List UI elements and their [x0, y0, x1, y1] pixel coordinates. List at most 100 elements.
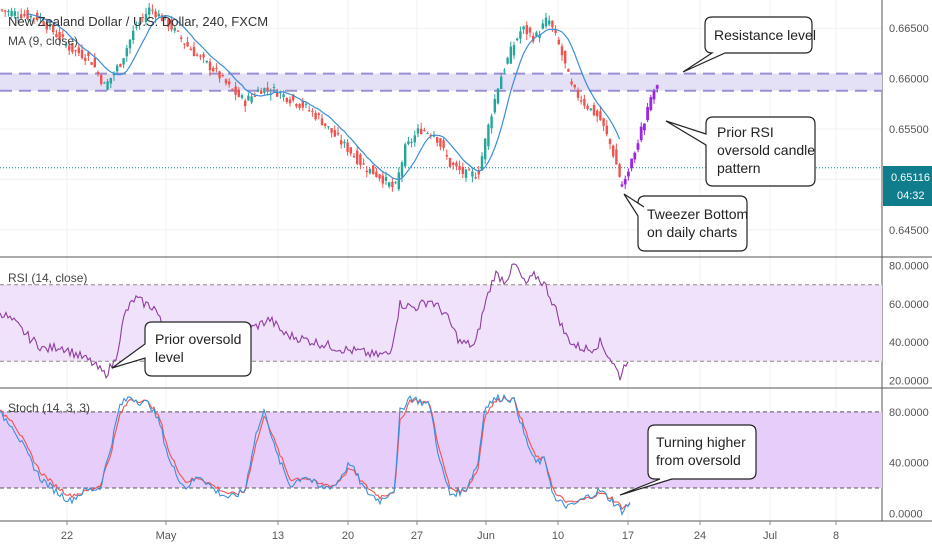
candle-body — [288, 99, 292, 104]
candle-body — [119, 63, 122, 67]
candle-body — [365, 170, 368, 173]
candle-body — [87, 52, 90, 57]
callout-turning-line2: from oversold — [656, 452, 741, 468]
candle-body — [500, 76, 503, 89]
candle-body — [442, 140, 445, 148]
callout-turning-higher[interactable]: Turning higher from oversold — [619, 424, 757, 496]
candle-body — [468, 169, 471, 171]
callout-resistance-level[interactable]: Resistance level — [682, 16, 816, 73]
candle-body — [464, 169, 468, 178]
rsi-axis[interactable]: 80.0000 60.0000 40.0000 20.0000 — [889, 261, 929, 388]
candle-body — [160, 15, 164, 22]
candle-body — [349, 147, 352, 154]
ma-label[interactable]: MA (9, close) — [8, 34, 78, 48]
price-tick-label: 0.64500 — [889, 225, 929, 237]
highlight-candle-body — [655, 85, 659, 89]
candle-body — [384, 177, 388, 181]
rsi-tick-label: 40.0000 — [889, 337, 929, 349]
candle-body — [368, 168, 372, 174]
highlight-candle-body — [623, 178, 627, 185]
rsi-label[interactable]: RSI (14, close) — [8, 271, 87, 285]
candles — [0, 3, 621, 192]
candle-body — [13, 11, 16, 16]
candle-body — [548, 20, 551, 25]
candle-body — [96, 71, 100, 74]
candle-body — [596, 110, 599, 117]
candle-body — [205, 60, 208, 63]
candle-body — [394, 182, 397, 184]
time-tick-label: May — [156, 530, 177, 542]
candle-body — [122, 58, 125, 65]
chart-title[interactable]: New Zealand Dollar / U.S. Dollar, 240, F… — [8, 14, 268, 29]
candle-body — [279, 92, 282, 94]
candle-body — [400, 162, 404, 177]
callout-prior-oversold[interactable]: Prior oversold level — [111, 321, 252, 377]
candle-body — [100, 74, 103, 84]
candle-body — [256, 89, 260, 92]
callout-turning-line1: Turning higher — [656, 434, 746, 450]
candle-body — [244, 100, 247, 107]
rsi-panel[interactable] — [0, 263, 882, 381]
stoch-axis[interactable]: 80.0000 40.0000 0.0000 — [889, 407, 929, 521]
candle-body — [602, 118, 605, 126]
stoch-label[interactable]: Stoch (14, 3, 3) — [8, 401, 90, 415]
candle-body — [343, 141, 346, 144]
candle-body — [276, 92, 279, 97]
candle-body — [292, 94, 295, 101]
candle-body — [564, 50, 567, 64]
candle-body — [90, 62, 93, 65]
last-price-label: 0.65116 04:32 — [883, 166, 932, 206]
callout-prior-rsi[interactable]: Prior RSI oversold candle pattern — [665, 116, 816, 187]
callout-rsi-line1: Prior RSI — [717, 124, 774, 140]
time-tick-label: 22 — [61, 530, 73, 542]
candle-body — [528, 27, 532, 33]
highlight-candle-body — [633, 152, 637, 160]
candle-body — [84, 57, 87, 61]
candle-body — [333, 130, 336, 137]
candle-body — [224, 79, 228, 84]
time-tick-label: 24 — [694, 530, 706, 542]
candle-body — [106, 81, 109, 90]
candle-body — [199, 55, 202, 57]
stoch-tick-label: 40.0000 — [889, 458, 929, 470]
candle-body — [304, 103, 308, 105]
candle-body — [381, 175, 384, 184]
candle-body — [42, 21, 45, 26]
candle-body — [404, 144, 407, 167]
rsi-tick-label: 60.0000 — [889, 299, 929, 311]
candle-body — [516, 38, 519, 41]
price-panel[interactable] — [0, 3, 882, 192]
candle-body — [128, 39, 132, 49]
rsi-tick-label: 20.0000 — [889, 375, 929, 387]
candle-body — [26, 10, 29, 19]
candle-body — [407, 141, 410, 145]
candle-body — [439, 138, 442, 147]
candle-body — [196, 54, 199, 56]
candle-body — [471, 171, 474, 177]
candle-body — [538, 34, 541, 39]
candle-body — [487, 124, 490, 147]
callout-oversold-line1: Prior oversold — [155, 331, 241, 347]
candle-body — [618, 164, 621, 177]
candle-body — [45, 22, 48, 30]
callout-tweezer-line2: on daily charts — [647, 224, 737, 240]
rsi-band — [0, 284, 882, 362]
candle-body — [605, 125, 608, 135]
candle-body — [16, 16, 20, 18]
callout-tweezer-bottom[interactable]: Tweezer Bottom on daily charts — [623, 193, 748, 252]
candle-body — [298, 103, 301, 108]
time-tick-label: Jun — [477, 530, 495, 542]
time-axis[interactable]: 22 May 13 20 27 Jun 10 17 24 Jul 8 — [61, 521, 839, 542]
candle-body — [231, 88, 234, 90]
candle-body — [68, 45, 71, 51]
candle-body — [557, 39, 560, 45]
candle-body — [474, 177, 477, 179]
candle-body — [522, 26, 525, 30]
candle-body — [192, 46, 196, 57]
candle-body — [506, 57, 509, 64]
callout-resistance-text: Resistance level — [714, 27, 816, 43]
candle-body — [285, 97, 288, 102]
highlight-candle-body — [636, 143, 640, 150]
